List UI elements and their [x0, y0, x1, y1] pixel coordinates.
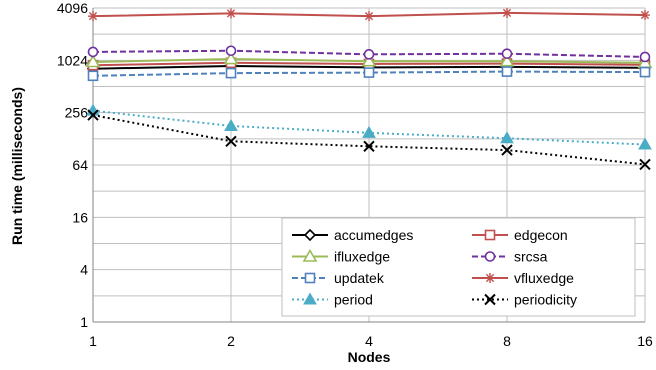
data-point: [363, 67, 375, 78]
legend-marker: [484, 229, 496, 241]
data-point: [88, 11, 98, 22]
y-tick-label: 64: [72, 157, 88, 173]
data-point: [225, 135, 237, 147]
data-point: [87, 46, 99, 58]
legend-item-accumedges: accumedges: [292, 227, 413, 243]
legend-label: srcsa: [514, 249, 548, 265]
legend-marker: [303, 228, 317, 242]
legend-item-edgecon: edgecon: [472, 227, 568, 243]
data-point: [85, 54, 101, 68]
legend-label: accumedges: [334, 227, 413, 243]
legend-label: updatek: [334, 270, 385, 286]
legend-marker: [302, 248, 318, 262]
x-axis: 1 2 4 8 16: [89, 333, 653, 349]
x-axis-title: Nodes: [348, 349, 391, 365]
y-tick-label: 1024: [57, 52, 88, 68]
data-point: [501, 48, 513, 60]
legend-label: edgecon: [514, 227, 568, 243]
data-point: [639, 66, 651, 78]
series-vfluxedge: [88, 7, 650, 22]
legend-box: [281, 217, 636, 317]
data-point: [362, 125, 376, 138]
legend-item-ifluxedge: ifluxedge: [292, 249, 390, 265]
series-srcsa: [87, 45, 651, 63]
data-point: [500, 131, 514, 144]
legend-label: period: [334, 292, 373, 308]
legend: accumedges edgecon ifluxedge srcsa updatek vf…: [281, 217, 636, 317]
data-point: [502, 7, 512, 18]
data-point: [501, 144, 513, 156]
data-point: [87, 109, 99, 121]
y-axis-title: Run time (milliseconds): [9, 87, 25, 245]
data-point: [225, 67, 237, 79]
x-tick-label: 4: [365, 333, 373, 349]
data-point: [501, 66, 513, 77]
y-axis: 1 4 16 64 256 1024 4096: [57, 0, 88, 330]
series-line: [92, 109, 646, 146]
legend-marker: [484, 293, 496, 306]
series-periodicity: [87, 109, 651, 171]
legend-marker: [304, 272, 316, 284]
data-point: [638, 137, 652, 150]
series-line: [92, 70, 646, 77]
legend-marker: [485, 273, 495, 283]
data-point: [363, 140, 375, 153]
legend-marker: [303, 292, 317, 305]
legend-label: periodicity: [514, 292, 577, 308]
series-line: [92, 49, 646, 58]
data-point: [361, 53, 377, 67]
data-point: [225, 45, 237, 57]
data-point: [226, 8, 236, 19]
x-tick-label: 16: [637, 333, 653, 349]
x-tick-label: 8: [503, 333, 511, 349]
legend-item-vfluxedge: vfluxedge: [472, 270, 574, 286]
data-point: [363, 49, 375, 60]
data-point: [639, 51, 651, 63]
x-tick-label: 2: [227, 333, 235, 349]
legend-label: ifluxedge: [334, 249, 390, 265]
y-tick-label: 16: [72, 209, 88, 225]
data-point: [87, 70, 99, 82]
y-tick-label: 4: [80, 262, 88, 278]
legend-item-periodicity: periodicity: [472, 292, 577, 308]
x-tick-label: 1: [89, 333, 97, 349]
series-layer: [85, 7, 653, 171]
series-updatek: [87, 66, 651, 82]
legend-marker: [484, 251, 496, 262]
y-tick-label: 1: [80, 314, 88, 330]
data-point: [364, 11, 374, 22]
data-point: [640, 10, 650, 21]
legend-item-srcsa: srcsa: [472, 249, 548, 265]
legend-item-updatek: updatek: [292, 270, 385, 286]
series-ifluxedge: [85, 51, 653, 69]
legend-label: vfluxedge: [514, 270, 574, 286]
y-tick-label: 4096: [57, 0, 88, 16]
y-tick-label: 256: [65, 105, 89, 121]
legend-item-period: period: [292, 292, 373, 308]
data-point: [499, 53, 515, 67]
data-point: [224, 118, 238, 131]
data-point: [223, 51, 239, 65]
data-point: [639, 158, 651, 171]
